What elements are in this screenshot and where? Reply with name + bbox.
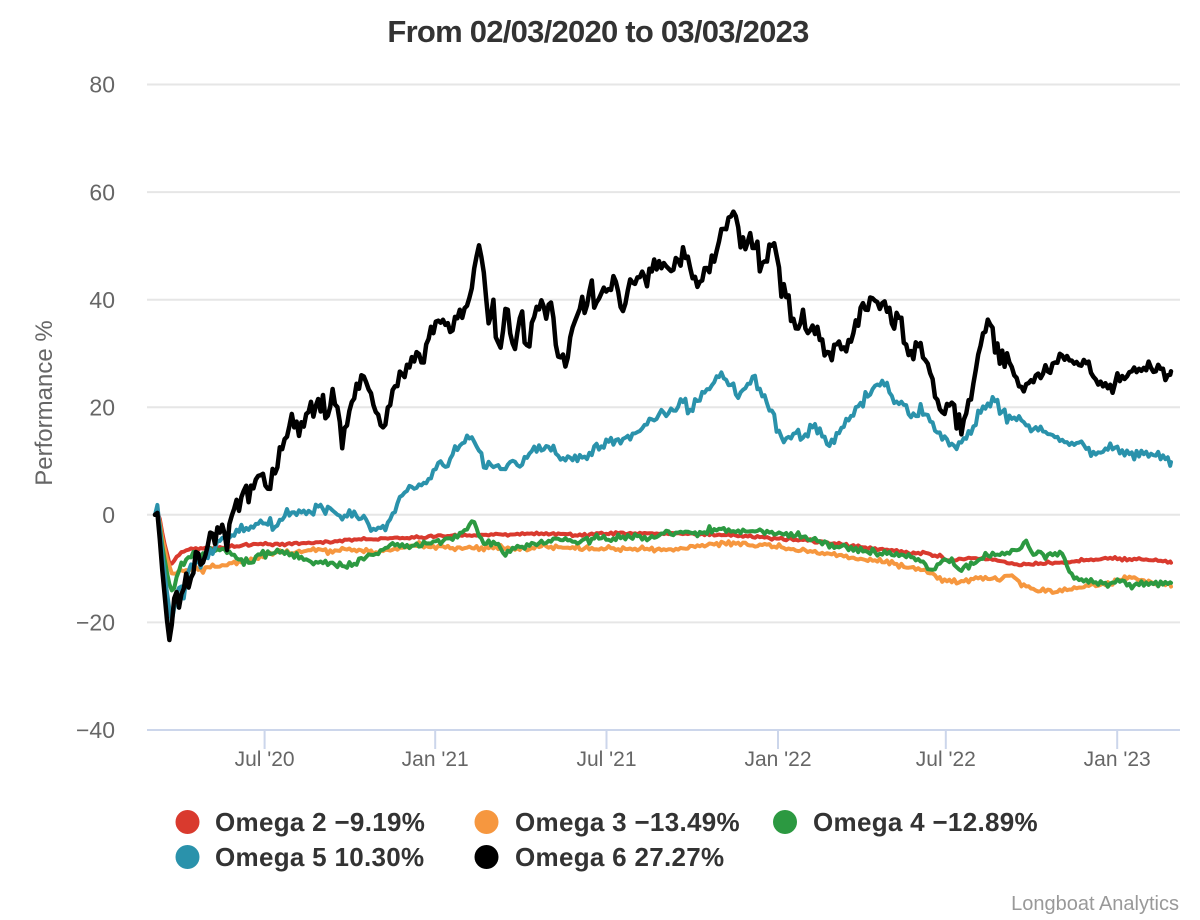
svg-text:Jul '21: Jul '21 — [576, 748, 636, 771]
svg-text:0: 0 — [102, 502, 115, 528]
svg-text:Longboat Analytics: Longboat Analytics — [1011, 893, 1179, 915]
svg-text:Omega 6 27.27%: Omega 6 27.27% — [515, 842, 724, 872]
svg-text:Jan '23: Jan '23 — [1084, 748, 1151, 771]
svg-text:Jul '22: Jul '22 — [916, 748, 976, 771]
svg-text:60: 60 — [89, 179, 115, 205]
svg-text:20: 20 — [89, 394, 115, 420]
svg-text:−20: −20 — [76, 610, 115, 636]
svg-text:Performance %: Performance % — [31, 320, 58, 485]
svg-text:Jul '20: Jul '20 — [235, 748, 295, 771]
svg-text:Omega 4 −12.89%: Omega 4 −12.89% — [813, 807, 1038, 837]
svg-text:40: 40 — [89, 287, 115, 313]
svg-text:Omega 3 −13.49%: Omega 3 −13.49% — [515, 807, 740, 837]
svg-text:Jan '22: Jan '22 — [744, 748, 811, 771]
svg-text:Omega 5 10.30%: Omega 5 10.30% — [215, 842, 424, 872]
svg-text:From 02/03/2020 to 03/03/2023: From 02/03/2020 to 03/03/2023 — [387, 14, 809, 49]
svg-text:Jan '21: Jan '21 — [402, 748, 469, 771]
svg-text:−40: −40 — [76, 717, 115, 743]
svg-text:Omega 2 −9.19%: Omega 2 −9.19% — [215, 807, 425, 837]
svg-text:80: 80 — [89, 72, 115, 98]
